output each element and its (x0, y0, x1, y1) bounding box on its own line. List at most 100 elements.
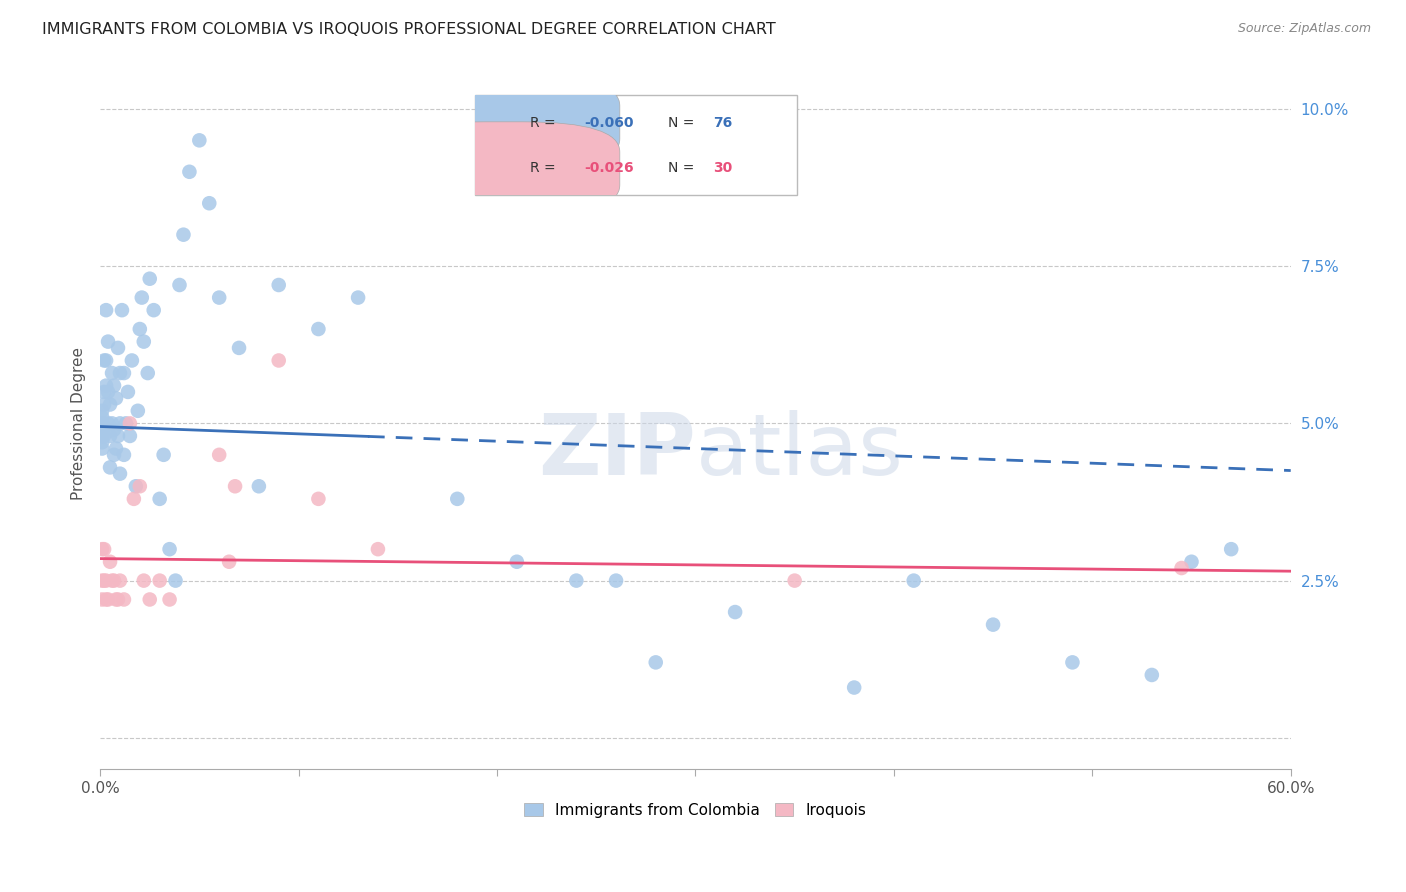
Point (91, 410, 114, 425)
Point (267, 278, 290, 293)
Point (149, 491, 172, 506)
Point (91, 404, 114, 418)
Y-axis label: Professional Degree: Professional Degree (72, 347, 86, 500)
Point (131, 291, 153, 305)
Point (107, 429, 129, 443)
Point (107, 592, 129, 607)
Point (94, 303, 117, 318)
Point (169, 278, 191, 293)
Point (446, 491, 468, 506)
Point (91, 442, 114, 456)
Point (93, 353, 115, 368)
Point (107, 341, 129, 355)
Point (247, 479, 270, 493)
Point (93, 542, 115, 557)
Point (228, 341, 250, 355)
Point (111, 303, 134, 318)
Point (159, 592, 181, 607)
Point (724, 605, 747, 619)
Point (98, 460, 121, 475)
Point (94, 574, 117, 588)
Point (127, 404, 149, 418)
Point (128, 322, 150, 336)
Point (115, 417, 138, 431)
Point (142, 303, 165, 318)
Point (97, 592, 120, 607)
Point (91, 429, 114, 443)
Point (152, 448, 174, 462)
Point (1170, 561, 1192, 575)
Point (108, 366, 131, 380)
Point (138, 271, 160, 285)
Point (112, 366, 135, 380)
Point (179, 165, 201, 179)
Point (132, 334, 155, 349)
Point (94, 353, 117, 368)
Point (783, 574, 806, 588)
Point (165, 574, 187, 588)
Point (112, 448, 135, 462)
Point (347, 291, 370, 305)
Point (118, 429, 141, 443)
Point (91, 417, 114, 431)
Point (118, 417, 141, 431)
Point (605, 574, 627, 588)
Point (98, 397, 121, 411)
Point (91, 423, 114, 437)
Point (103, 448, 125, 462)
Point (844, 681, 866, 695)
Point (91, 417, 114, 431)
Text: IMMIGRANTS FROM COLOMBIA VS IROQUOIS PROFESSIONAL DEGREE CORRELATION CHART: IMMIGRANTS FROM COLOMBIA VS IROQUOIS PRO… (42, 22, 776, 37)
Point (565, 574, 588, 588)
Point (91, 542, 114, 557)
Point (218, 555, 240, 569)
Point (108, 574, 131, 588)
Point (98, 429, 121, 443)
Point (224, 479, 246, 493)
Point (208, 448, 231, 462)
Point (91, 592, 114, 607)
Point (103, 378, 125, 392)
Point (117, 384, 139, 399)
Text: Source: ZipAtlas.com: Source: ZipAtlas.com (1237, 22, 1371, 36)
Point (903, 574, 925, 588)
Point (101, 574, 124, 588)
Point (101, 417, 124, 431)
Point (188, 133, 211, 147)
Point (122, 491, 145, 506)
Point (1180, 555, 1202, 569)
Point (367, 542, 389, 557)
Point (198, 196, 221, 211)
Point (1140, 668, 1163, 682)
Point (1220, 542, 1243, 557)
Point (105, 391, 128, 405)
Point (93, 384, 115, 399)
Point (91, 435, 114, 450)
Point (112, 592, 135, 607)
Point (93, 397, 115, 411)
Point (644, 656, 666, 670)
Point (98, 555, 121, 569)
Point (91, 574, 114, 588)
Point (105, 442, 128, 456)
Text: ZIP: ZIP (537, 409, 696, 492)
Point (93, 429, 115, 443)
Text: atlas: atlas (696, 409, 904, 492)
Point (103, 574, 125, 588)
Point (93, 574, 115, 588)
Point (125, 479, 148, 493)
Point (172, 227, 194, 242)
Point (208, 291, 231, 305)
Point (307, 491, 329, 506)
Point (506, 555, 529, 569)
Legend: Immigrants from Colombia, Iroquois: Immigrants from Colombia, Iroquois (519, 797, 873, 824)
Point (136, 366, 159, 380)
Point (1062, 656, 1084, 670)
Point (267, 353, 290, 368)
Point (108, 467, 131, 481)
Point (97, 417, 120, 431)
Point (159, 542, 181, 557)
Point (108, 417, 131, 431)
Point (981, 617, 1004, 632)
Point (121, 353, 143, 368)
